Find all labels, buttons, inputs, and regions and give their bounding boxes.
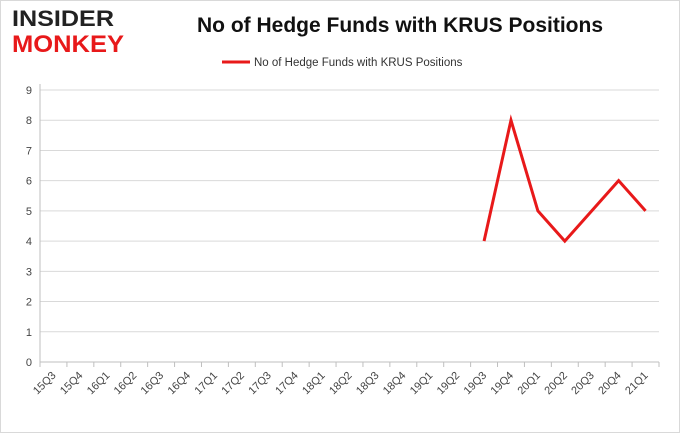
x-tick-label: 18Q2 (327, 370, 355, 398)
legend-label: No of Hedge Funds with KRUS Positions (254, 57, 463, 69)
chart-title: No of Hedge Funds with KRUS Positions (197, 14, 603, 37)
x-tick-label: 19Q1 (408, 370, 436, 398)
y-tick-label: 4 (26, 236, 32, 248)
series-layer (482, 114, 647, 244)
x-tick-label: 19Q2 (435, 370, 463, 398)
x-tick-labels: 15Q3 15Q4 16Q1 16Q2 16Q3 16Q4 17Q1 17Q2 17Q3 17Q4… (31, 370, 651, 398)
legend: No of Hedge Funds with KRUS Positions (222, 57, 463, 69)
x-tick-label: 16Q4 (166, 370, 194, 398)
x-tick-label: 16Q3 (139, 370, 167, 398)
y-tick-label: 2 (26, 297, 32, 309)
series-line (482, 114, 647, 244)
y-tick-label: 0 (26, 357, 32, 369)
x-tick-label: 18Q1 (300, 370, 328, 398)
insider-monkey-logo: INSIDER MONKEY (12, 6, 124, 56)
x-tick-label: 16Q1 (85, 370, 113, 398)
y-tick-label: 7 (26, 145, 32, 157)
y-tick-labels: 0 1 2 3 4 5 6 7 8 9 (26, 85, 32, 369)
x-tick-label: 17Q4 (273, 370, 301, 398)
x-tick-label: 19Q3 (462, 370, 490, 398)
x-tick-label: 21Q1 (623, 370, 651, 398)
x-tick-label: 18Q3 (354, 370, 382, 398)
y-tick-label: 8 (26, 115, 32, 127)
gridlines (40, 89, 659, 333)
y-tick-label: 5 (26, 206, 32, 218)
x-tick-label: 19Q4 (489, 370, 517, 398)
x-tick-label: 20Q2 (542, 370, 570, 398)
y-tick-label: 3 (26, 266, 32, 278)
logo-line2: MONKEY (12, 31, 124, 56)
x-tick-label: 15Q4 (58, 370, 86, 398)
x-tick-label: 20Q3 (569, 370, 597, 398)
x-tick-label: 15Q3 (31, 370, 59, 398)
y-tick-label: 6 (26, 176, 32, 188)
y-tick-label: 9 (26, 85, 32, 97)
x-tick-label: 17Q3 (246, 370, 274, 398)
y-tick-label: 1 (26, 327, 32, 339)
x-tick-label: 20Q1 (515, 370, 543, 398)
axes (39, 84, 660, 367)
x-tick-label: 16Q2 (112, 370, 140, 398)
x-tick-label: 18Q4 (381, 370, 409, 398)
logo-line1: INSIDER (12, 6, 114, 31)
x-tick-label: 20Q4 (596, 370, 624, 398)
x-tick-label: 17Q2 (219, 370, 247, 398)
x-tick-label: 17Q1 (193, 370, 221, 398)
